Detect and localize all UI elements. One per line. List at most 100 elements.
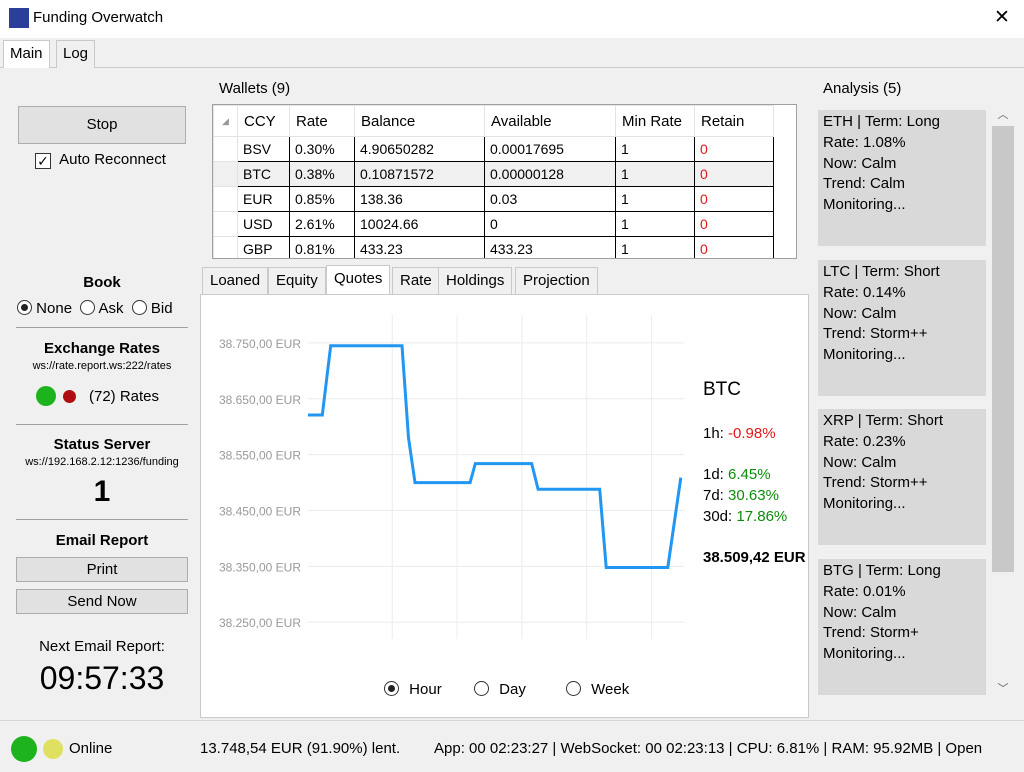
cell-retain[interactable]: 0 (694, 236, 774, 258)
cell-ccy[interactable]: BSV (237, 136, 290, 162)
analysis-scrollbar[interactable]: ︿ ﹀ (990, 104, 1016, 702)
divider (16, 327, 188, 328)
tab-rate[interactable]: Rate (392, 267, 440, 294)
status-server-url: ws://192.168.2.12:1236/funding (25, 456, 179, 468)
exchange-rates-title: Exchange Rates (44, 340, 160, 357)
cell-min-rate[interactable]: 1 (615, 211, 695, 237)
auto-reconnect-label: Auto Reconnect (59, 151, 166, 168)
cell-retain[interactable]: 0 (694, 161, 774, 187)
rates-count: (72) Rates (89, 388, 160, 405)
stop-button[interactable]: Stop (18, 106, 186, 144)
row-header[interactable] (213, 136, 238, 162)
row-header[interactable] (213, 186, 238, 212)
close-icon[interactable]: ✕ (994, 7, 1010, 28)
cell-retain[interactable]: 0 (694, 186, 774, 212)
wallets-table: ◢ CCY Rate Balance Available Min Rate Re… (213, 105, 774, 258)
tab-quotes[interactable]: Quotes (326, 265, 391, 295)
analysis-card[interactable]: ETH | Term: Long Rate: 1.08% Now: Calm T… (818, 110, 986, 246)
change-1d-value: 6.45% (728, 466, 771, 483)
radio-icon (80, 300, 96, 315)
window-title: Funding Overwatch (33, 9, 164, 26)
row-header[interactable] (213, 211, 238, 237)
lent-summary: 13.748,54 EUR (91.90%) lent. (200, 740, 401, 757)
y-tick-label: 38.450,00 EUR (219, 505, 301, 519)
book-option-ask[interactable]: Ask (80, 300, 124, 317)
change-7d-label: 7d: (703, 487, 724, 504)
range-day-option[interactable]: Day (474, 681, 526, 698)
cell-rate[interactable]: 0.85% (289, 186, 355, 212)
cell-ccy[interactable]: USD (237, 211, 290, 237)
table-row[interactable]: USD 2.61% 10024.66 0 1 0 (213, 211, 774, 237)
quote-chart: 38.750,00 EUR 38.650,00 EUR 38.550,00 EUR 3… (219, 315, 684, 639)
cell-balance[interactable]: 4.90650282 (354, 136, 485, 162)
table-row[interactable]: BSV 0.30% 4.90650282 0.00017695 1 0 (213, 136, 774, 162)
cell-available[interactable]: 0 (484, 211, 616, 237)
tab-holdings[interactable]: Holdings (438, 267, 513, 294)
cell-balance[interactable]: 433.23 (354, 236, 485, 258)
change-1h: 1h: -0.98% (703, 425, 776, 442)
cell-available[interactable]: 433.23 (484, 236, 616, 258)
cell-min-rate[interactable]: 1 (615, 136, 695, 162)
column-header[interactable]: Available (484, 105, 616, 137)
wallets-title: Wallets (9) (219, 80, 291, 97)
scroll-up-icon[interactable]: ︿ (997, 109, 1009, 121)
auto-reconnect-checkbox[interactable]: ✓ Auto Reconnect (35, 151, 166, 169)
cell-ccy[interactable]: EUR (237, 186, 290, 212)
cell-available[interactable]: 0.03 (484, 186, 616, 212)
divider (16, 424, 188, 425)
radio-icon (474, 681, 489, 696)
status-server-title: Status Server (53, 436, 151, 453)
select-all-corner[interactable]: ◢ (213, 105, 238, 137)
cell-ccy[interactable]: GBP (237, 236, 290, 258)
column-header[interactable]: Balance (354, 105, 485, 137)
book-option-none[interactable]: None (17, 300, 72, 317)
column-header[interactable]: Retain (694, 105, 774, 137)
cell-balance[interactable]: 138.36 (354, 186, 485, 212)
cell-rate[interactable]: 2.61% (289, 211, 355, 237)
wallets-grid: ◢ CCY Rate Balance Available Min Rate Re… (212, 104, 797, 259)
book-radio-group: None Ask Bid (17, 300, 192, 317)
cell-retain[interactable]: 0 (694, 211, 774, 237)
cell-min-rate[interactable]: 1 (615, 236, 695, 258)
tab-loaned[interactable]: Loaned (202, 267, 269, 294)
print-button[interactable]: Print (16, 557, 188, 582)
cell-balance[interactable]: 0.10871572 (354, 161, 485, 187)
table-row[interactable]: BTC 0.38% 0.10871572 0.00000128 1 0 (213, 161, 774, 187)
change-30d: 30d: 17.86% (703, 508, 787, 525)
cell-rate[interactable]: 0.81% (289, 236, 355, 258)
book-option-bid[interactable]: Bid (131, 300, 173, 317)
row-header[interactable] (213, 236, 238, 258)
column-header[interactable]: Min Rate (615, 105, 695, 137)
cell-rate[interactable]: 0.30% (289, 136, 355, 162)
table-row[interactable]: EUR 0.85% 138.36 0.03 1 0 (213, 186, 774, 212)
column-header[interactable]: CCY (237, 105, 290, 137)
cell-rate[interactable]: 0.38% (289, 161, 355, 187)
table-row[interactable]: GBP 0.81% 433.23 433.23 1 0 (213, 236, 774, 258)
analysis-card[interactable]: LTC | Term: Short Rate: 0.14% Now: Calm … (818, 260, 986, 396)
cell-retain[interactable]: 0 (694, 136, 774, 162)
cell-min-rate[interactable]: 1 (615, 161, 695, 187)
cell-min-rate[interactable]: 1 (615, 186, 695, 212)
error-status-icon (63, 390, 76, 403)
cell-ccy[interactable]: BTC (237, 161, 290, 187)
range-hour-option[interactable]: Hour (384, 681, 442, 698)
app-icon (9, 8, 29, 28)
send-now-button[interactable]: Send Now (16, 589, 188, 614)
analysis-card[interactable]: XRP | Term: Short Rate: 0.23% Now: Calm … (818, 409, 986, 545)
range-week-option[interactable]: Week (566, 681, 629, 698)
app-stats: App: 00 02:23:27 | WebSocket: 00 02:23:1… (434, 740, 983, 757)
cell-available[interactable]: 0.00000128 (484, 161, 616, 187)
tab-main[interactable]: Main (3, 40, 50, 69)
analysis-card[interactable]: BTG | Term: Long Rate: 0.01% Now: Calm T… (818, 559, 986, 695)
column-header[interactable]: Rate (289, 105, 355, 137)
scroll-down-icon[interactable]: ﹀ (997, 683, 1009, 695)
cell-balance[interactable]: 10024.66 (354, 211, 485, 237)
scroll-thumb[interactable] (992, 126, 1014, 572)
activity-status-icon (43, 739, 63, 759)
tab-log[interactable]: Log (56, 40, 96, 68)
tab-projection[interactable]: Projection (515, 267, 598, 294)
cell-available[interactable]: 0.00017695 (484, 136, 616, 162)
row-header[interactable] (213, 161, 238, 187)
tab-equity[interactable]: Equity (268, 267, 326, 294)
wallets-header-row: ◢ CCY Rate Balance Available Min Rate Re… (213, 105, 774, 137)
